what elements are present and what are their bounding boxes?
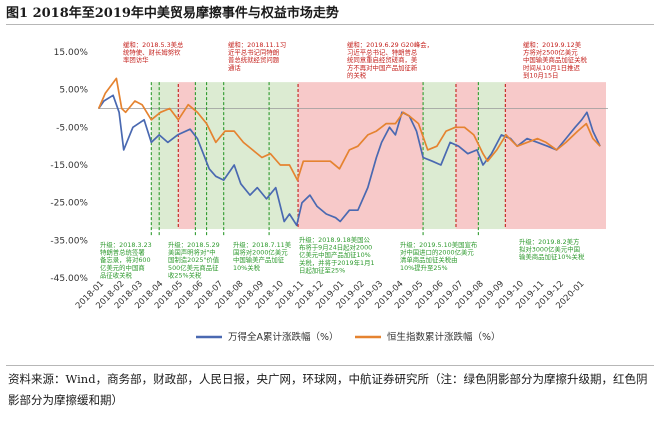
annotations: 缓和：2018.5.3美总统特使、财长姆努钦率团访华 缓和：2018.11.1习近… [100,40,588,279]
escalation-period-2 [195,82,299,230]
annotation-bottom-4: 升级：2019.5.10美国宣布对中国进口的2000亿美元清单商品加征关税由 10… [400,240,478,272]
legend-label-1: 恒生指数累计涨跌幅（%） [387,331,501,343]
easing-period-7 [505,82,606,230]
chart-area: 15.00% 5.00% -5.00% -15.00% -25.00% -35.00% -4… [50,40,608,343]
easing-period-5 [455,82,479,230]
x-axis-ticks: 2018-012018-022018-032018-042018-052018-… [74,279,587,311]
annotation-bottom-0: 升级：2018.3.23 特朗普总统签署备忘录，将对600 亿美元的中国商品征收关税 [100,240,152,279]
annotation-top-2: 缓和：2019.6.29 G20峰会，习近平总书记、特朗普总统同意重启经贸磋商，… [347,40,433,79]
annotation-bottom-1: 升级：2018.5.29 美国声明将对"中国制造2025"价值 500亿美元商品征收… [168,240,220,279]
series-line-1 [97,77,601,181]
annotation-top-0: 缓和：2018.5.3美总统特使、财长姆努钦率团访华 [123,40,184,64]
y-tick-label: 15.00% [54,48,89,58]
series-lines [97,77,601,227]
event-lines [150,82,506,236]
escalation-period-0 [151,82,179,230]
figure-title: 图1 2018年至2019年中美贸易摩擦事件与权益市场走势 [6,6,339,21]
annotation-top-1: 缓和：2018.11.1习近平总书记同特朗普总统就经贸问题通话 [228,40,286,72]
escalation-period-4 [423,82,456,230]
y-tick-label: -25.00% [50,199,88,209]
annotation-top-3: 缓和：2019.9.12美方将对2500亿美元中国输美商品加征关税时间从10月1… [523,40,588,79]
legend-label-0: 万得全A累计涨跌幅（%） [228,331,339,343]
y-tick-label: -35.00% [50,236,88,246]
title-divider [6,24,654,25]
y-tick-label: -5.00% [56,123,88,133]
y-tick-label: 5.00% [59,86,88,96]
source-note: 资料来源：Wind，商务部，财政部，人民日报，央广网，环球网，中航证券研究所（注… [8,372,648,407]
legend: 万得全A累计涨跌幅（%） 恒生指数累计涨跌幅（%） [196,331,501,343]
annotation-bottom-5: 升级：2019.8.2美方拟对3000亿美元中国输美商品加征10%关税 [519,237,585,261]
y-axis-ticks: 15.00% 5.00% -5.00% -15.00% -25.00% -35.00% -4… [50,48,88,284]
y-tick-label: -45.00% [50,274,88,284]
y-tick-label: -15.00% [50,161,88,171]
annotation-bottom-2: 升级：2018.7.11美国将对2000亿美元中国输美产品加征 10%关税 [233,240,292,272]
source-divider [6,365,654,366]
easing-period-1 [178,82,196,230]
annotation-bottom-3: 升级：2018.9.18美国公布将于9月24日起对2000 亿美元中国产品加征10… [299,235,375,274]
shaded-periods [151,82,606,230]
